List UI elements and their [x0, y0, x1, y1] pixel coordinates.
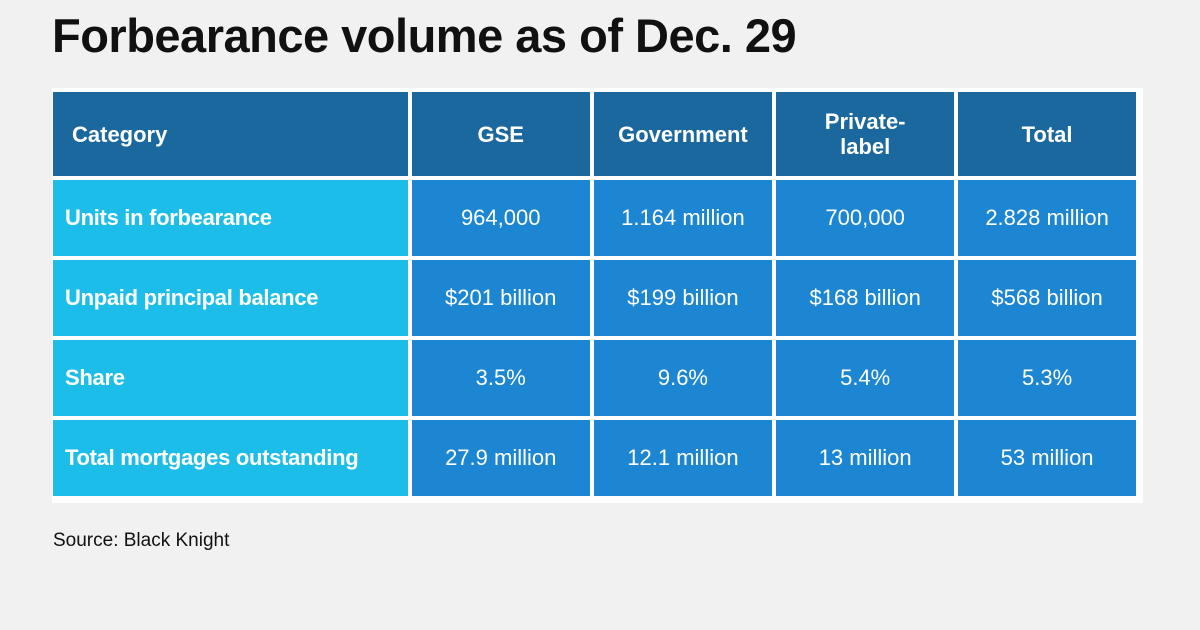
table-row: Share 3.5% 9.6% 5.4% 5.3%	[53, 340, 1136, 416]
cell-gse: 3.5%	[411, 340, 590, 416]
table-row: Total mortgages outstanding 27.9 million…	[53, 420, 1136, 496]
cell-total: $568 billion	[958, 260, 1136, 336]
header-government: Government	[593, 92, 773, 176]
row-label: Units in forbearance	[53, 180, 408, 256]
forbearance-table: Category GSE Government Private- label T…	[49, 88, 1140, 500]
row-label: Share	[53, 340, 408, 416]
cell-total: 2.828 million	[958, 180, 1136, 256]
cell-private-label: 700,000	[776, 180, 955, 256]
cell-gse: 964,000	[411, 180, 590, 256]
cell-private-label: 13 million	[776, 420, 955, 496]
header-total: Total	[958, 92, 1136, 176]
forbearance-table-container: Category GSE Government Private- label T…	[52, 88, 1143, 503]
cell-government: 12.1 million	[593, 420, 773, 496]
cell-gse: 27.9 million	[411, 420, 590, 496]
page-title: Forbearance volume as of Dec. 29	[52, 9, 797, 62]
source-note: Source: Black Knight	[53, 530, 230, 551]
table-row: Units in forbearance 964,000 1.164 milli…	[53, 180, 1136, 256]
cell-total: 5.3%	[958, 340, 1136, 416]
header-private-label-line2: label	[840, 134, 891, 159]
cell-private-label: 5.4%	[776, 340, 955, 416]
header-gse: GSE	[411, 92, 590, 176]
table-header-row: Category GSE Government Private- label T…	[53, 92, 1136, 176]
row-label: Unpaid principal balance	[53, 260, 408, 336]
cell-government: $199 billion	[593, 260, 773, 336]
cell-government: 9.6%	[593, 340, 773, 416]
header-private-label-line1: Private-	[824, 109, 906, 134]
cell-total: 53 million	[958, 420, 1136, 496]
cell-gse: $201 billion	[411, 260, 590, 336]
header-private-label: Private- label	[776, 92, 955, 176]
table-row: Unpaid principal balance $201 billion $1…	[53, 260, 1136, 336]
row-label: Total mortgages outstanding	[53, 420, 408, 496]
header-category: Category	[53, 92, 408, 176]
cell-private-label: $168 billion	[776, 260, 955, 336]
cell-government: 1.164 million	[593, 180, 773, 256]
